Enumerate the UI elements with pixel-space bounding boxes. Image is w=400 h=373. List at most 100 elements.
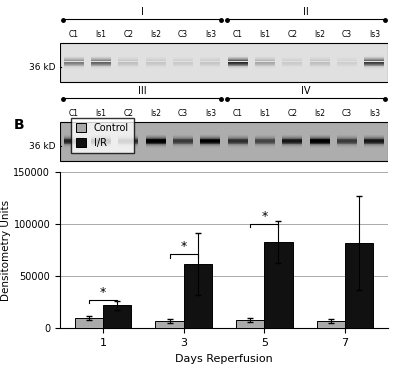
Bar [255,141,275,142]
Bar [118,146,138,147]
Bar [310,136,330,137]
Bar [364,140,384,141]
Bar [310,141,330,142]
Bar [228,140,248,141]
Bar [118,57,138,58]
Bar [91,133,111,134]
Bar [364,68,384,69]
Bar [282,67,302,68]
Bar [173,55,193,56]
Bar [228,59,248,60]
Bar [282,135,302,136]
Text: *: * [180,241,187,253]
Text: IV: IV [301,86,311,96]
Bar [255,56,275,57]
Bar [310,146,330,147]
Bar [228,139,248,140]
Bar [64,67,84,68]
Bar [173,143,193,144]
Bar [228,147,248,148]
Bar [200,146,220,147]
Bar [91,69,111,70]
Bar [118,143,138,144]
Bar [310,60,330,61]
Bar [228,69,248,70]
Bar [91,58,111,59]
Bar [64,144,84,145]
Text: 36 kD: 36 kD [30,142,56,151]
Bar [118,65,138,66]
Bar [173,138,193,139]
Bar [118,68,138,69]
Bar [310,67,330,68]
Bar [146,67,166,68]
Bar [64,57,84,58]
Bar [255,148,275,149]
Text: *: * [100,286,106,299]
Bar [91,144,111,145]
Bar [146,141,166,142]
Bar [146,147,166,148]
Bar [118,135,138,136]
Bar [200,134,220,135]
Bar [317,321,345,328]
Bar [228,57,248,58]
Bar [91,139,111,140]
Bar [310,57,330,58]
Bar [64,139,84,140]
Bar [337,62,357,63]
Bar [173,145,193,146]
Bar [337,65,357,66]
Bar [91,135,111,136]
Bar [146,143,166,144]
Bar [173,142,193,143]
Bar [173,63,193,64]
Bar [146,65,166,66]
Bar [103,305,131,328]
Bar [364,67,384,68]
Bar [364,65,384,66]
Bar [146,66,166,67]
Bar [282,138,302,139]
Bar [337,61,357,62]
Bar [146,148,166,149]
Bar [282,56,302,57]
Bar [310,133,330,134]
Bar [64,140,84,141]
Bar [91,61,111,62]
Bar [255,146,275,147]
Bar [282,60,302,61]
Bar [255,65,275,66]
Bar [364,57,384,58]
Text: 36 kD: 36 kD [30,63,56,72]
Bar [200,62,220,63]
Bar [91,64,111,65]
Text: C1: C1 [69,30,79,39]
Bar [255,139,275,140]
Bar [173,57,193,58]
Bar [228,138,248,139]
Bar [118,140,138,141]
Bar [310,138,330,139]
Bar [146,60,166,61]
Bar [255,55,275,56]
Bar [282,134,302,135]
Bar [337,137,357,138]
Bar [173,66,193,67]
Bar [282,63,302,64]
Bar [146,56,166,57]
Bar [156,321,184,328]
Bar [255,147,275,148]
X-axis label: Days Reperfusion: Days Reperfusion [175,354,273,364]
Bar [228,62,248,63]
Bar [282,143,302,144]
Bar [118,133,138,134]
Bar [200,137,220,138]
Bar [337,133,357,134]
Bar [173,141,193,142]
Text: Is3: Is3 [205,30,216,39]
Text: Is2: Is2 [314,109,325,118]
Bar [118,137,138,138]
Bar [228,58,248,59]
Bar [146,140,166,141]
